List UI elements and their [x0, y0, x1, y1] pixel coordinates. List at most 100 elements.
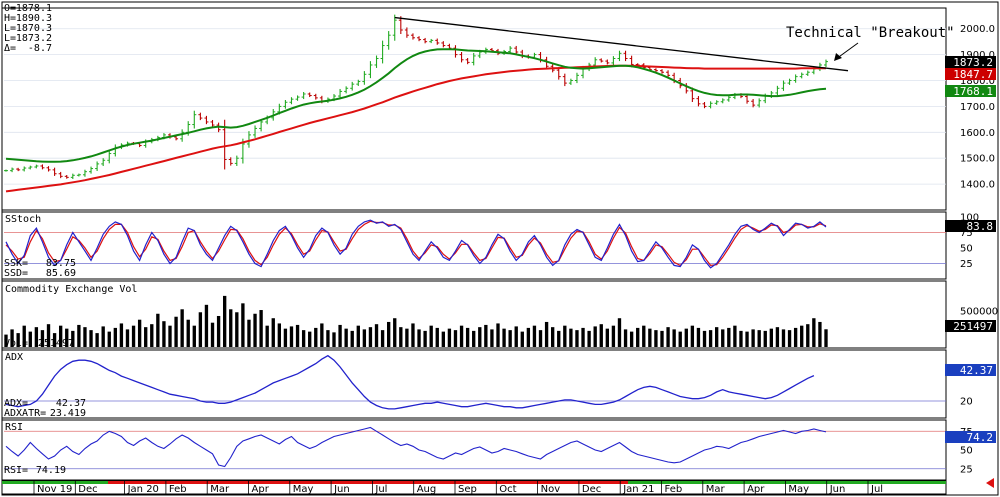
volume-bar-5 [34, 327, 39, 347]
rsi-value: 74.19 [36, 465, 66, 476]
volume-bar-103 [629, 331, 634, 347]
price-bar-94 [574, 72, 579, 84]
x-axis-label-13: Dec [582, 484, 601, 495]
sstoch-tag-bg [945, 220, 996, 232]
volume-bar-59 [362, 329, 367, 347]
volume-bar-111 [678, 331, 682, 347]
volume-bar-66 [405, 328, 409, 347]
volume-bar-18 [113, 327, 118, 347]
price-bar-72 [441, 41, 446, 48]
price-bar-16 [101, 158, 106, 167]
ohlc-value-1: 1890.3 [16, 13, 52, 24]
volume-bar-54 [332, 332, 336, 347]
volume-bar-25 [156, 313, 160, 347]
price-bar-47 [289, 97, 294, 105]
scroll-left-icon[interactable] [986, 478, 994, 488]
volume-bar-84 [514, 326, 518, 347]
price-tick-label-4: 1800.0 [960, 76, 995, 87]
price-bar-8 [52, 167, 57, 176]
price-bar-4 [28, 165, 33, 170]
volume-bar-43 [265, 325, 269, 347]
volume-bar-32 [198, 312, 203, 347]
x-axis-label-6: May [293, 484, 314, 495]
adxatr-label: ADXATR= [4, 408, 46, 419]
volume-bar-72 [441, 331, 446, 347]
volume-bar-27 [168, 325, 172, 347]
vol-value: 251497 [38, 338, 74, 349]
volume-bar-31 [192, 325, 196, 347]
volume-title: Commodity Exchange Vol [5, 284, 137, 295]
volume-bar-16 [101, 326, 105, 347]
adx-title: ADX [5, 352, 23, 363]
volume-bar-82 [502, 328, 506, 347]
price-tag-close: 1873.2 [953, 56, 993, 69]
price-bar-62 [380, 40, 385, 64]
volume-bar-64 [393, 318, 397, 347]
adx-line [5, 354, 815, 410]
price-bar-3 [22, 166, 27, 172]
x-axis-label-9: Aug [417, 484, 437, 495]
price-bar-75 [459, 52, 464, 63]
ssk-line [5, 219, 827, 269]
price-bar-29 [180, 129, 185, 142]
volume-bar-81 [496, 323, 500, 347]
price-bar-67 [410, 33, 415, 40]
price-panel: 1400.0 1500.0 1600.0 1700.0 1800.0 1900.0 2000… [1, 7, 995, 211]
volume-bar-88 [538, 330, 543, 347]
volume-bar-62 [380, 330, 385, 347]
price-tag-close-bg [945, 56, 996, 68]
price-bar-132 [805, 70, 810, 76]
volume-bar-123 [751, 329, 755, 347]
volume-bar-118 [721, 329, 725, 347]
volume-bar-109 [666, 327, 670, 347]
price-bar-66 [404, 27, 409, 38]
volume-bar-129 [787, 330, 792, 347]
x-axis-label-16: Mar [706, 484, 726, 495]
price-bar-55 [338, 88, 343, 99]
price-bar-64 [392, 14, 397, 41]
volume-bar-11 [71, 330, 75, 347]
volume-bar-33 [204, 304, 209, 347]
volume-bar-23 [144, 327, 148, 347]
price-tag-ma-long: 1847.7 [953, 68, 993, 81]
price-bar-17 [107, 150, 112, 164]
price-bar-71 [435, 38, 440, 45]
x-axis: Nov 19 Dec Jan 20 Feb Mar Apr May Jun Jul Aug Sep O… [1, 480, 947, 495]
price-bar-42 [259, 118, 264, 132]
x-axis-year-band-2021 [628, 481, 946, 484]
volume-bar-80 [490, 329, 494, 347]
price-bar-98 [599, 58, 604, 63]
price-bar-13 [82, 169, 87, 177]
price-bar-6 [40, 164, 45, 170]
volume-bar-50 [308, 331, 312, 347]
x-axis-label-1: Dec [78, 484, 97, 495]
volume-bar-86 [526, 327, 531, 347]
price-bar-49 [301, 92, 306, 100]
price-bar-0 [4, 169, 8, 172]
price-bar-123 [751, 99, 756, 108]
price-bar-131 [799, 72, 804, 79]
volume-bar-87 [532, 325, 537, 347]
price-bar-130 [793, 74, 798, 83]
volume-bar-53 [326, 330, 330, 347]
volume-bar-24 [150, 324, 154, 347]
ssd-value: 85.69 [46, 268, 76, 279]
volume-bar-89 [544, 321, 549, 347]
ohlc-value-0: 1878.1 [16, 3, 52, 14]
price-bar-70 [429, 38, 434, 44]
volume-bar-19 [119, 323, 124, 347]
volume-bar-63 [386, 321, 391, 347]
volume-bar-85 [520, 331, 524, 347]
x-axis-label-19: Jun [829, 484, 846, 495]
price-bar-118 [720, 98, 725, 104]
volume-bar-119 [727, 327, 731, 347]
x-axis-label-8: Jul [374, 484, 387, 495]
volume-bar-102 [623, 329, 628, 347]
volume-bar-99 [605, 328, 610, 347]
volume-bar-1 [10, 329, 14, 347]
x-axis-label-3: Feb [169, 484, 187, 495]
price-bar-115 [702, 102, 707, 109]
rsi-tick-label-1: 50 [960, 446, 973, 457]
volume-bar-47 [289, 326, 294, 347]
